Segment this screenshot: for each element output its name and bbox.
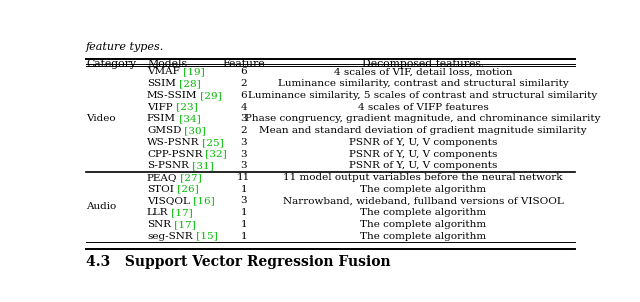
Text: PEAQ: PEAQ <box>147 173 177 182</box>
Text: feature types.: feature types. <box>86 42 164 52</box>
Text: PSNR of Y, U, V components: PSNR of Y, U, V components <box>349 161 497 170</box>
Text: Luminance similarity, contrast and structural similarity: Luminance similarity, contrast and struc… <box>278 79 568 88</box>
Text: VIFP: VIFP <box>147 103 173 111</box>
Text: The complete algorithm: The complete algorithm <box>360 185 486 194</box>
Text: FSIM: FSIM <box>147 114 176 123</box>
Text: Phase congruency, gradient magnitude, and chrominance similarity: Phase congruency, gradient magnitude, an… <box>245 114 601 123</box>
Text: 11 model output variables before the neural network: 11 model output variables before the neu… <box>284 173 563 182</box>
Text: Video: Video <box>86 114 116 123</box>
Text: Models: Models <box>147 59 187 69</box>
Text: Audio: Audio <box>86 202 116 211</box>
Text: 3: 3 <box>241 161 247 170</box>
Text: [17]: [17] <box>168 208 193 217</box>
Text: 4.3   Support Vector Regression Fusion: 4.3 Support Vector Regression Fusion <box>86 255 390 269</box>
Text: 3: 3 <box>241 114 247 123</box>
Text: 6: 6 <box>241 67 247 76</box>
Text: The complete algorithm: The complete algorithm <box>360 208 486 217</box>
Text: The complete algorithm: The complete algorithm <box>360 232 486 241</box>
Text: VISQOL: VISQOL <box>147 197 190 205</box>
Text: seg-SNR: seg-SNR <box>147 232 193 241</box>
Text: [29]: [29] <box>198 91 222 100</box>
Text: The complete algorithm: The complete algorithm <box>360 220 486 229</box>
Text: [25]: [25] <box>200 138 224 147</box>
Text: [26]: [26] <box>174 185 198 194</box>
Text: MS-SSIM: MS-SSIM <box>147 91 198 100</box>
Text: [27]: [27] <box>177 173 202 182</box>
Text: 6: 6 <box>241 91 247 100</box>
Text: 4: 4 <box>241 103 247 111</box>
Text: [19]: [19] <box>180 67 204 76</box>
Text: S-PSNR: S-PSNR <box>147 161 189 170</box>
Text: Category: Category <box>86 59 136 69</box>
Text: [32]: [32] <box>202 149 227 159</box>
Text: 3: 3 <box>241 138 247 147</box>
Text: 3: 3 <box>241 149 247 159</box>
Text: 1: 1 <box>241 232 247 241</box>
Text: PSNR of Y, U, V components: PSNR of Y, U, V components <box>349 138 497 147</box>
Text: 11: 11 <box>237 173 250 182</box>
Text: [17]: [17] <box>171 220 196 229</box>
Text: 1: 1 <box>241 185 247 194</box>
Text: [34]: [34] <box>176 114 201 123</box>
Text: Narrowband, wideband, fullband versions of VISOOL: Narrowband, wideband, fullband versions … <box>283 197 563 205</box>
Text: CPP-PSNR: CPP-PSNR <box>147 149 202 159</box>
Text: [30]: [30] <box>181 126 206 135</box>
Text: GMSD: GMSD <box>147 126 181 135</box>
Text: 2: 2 <box>241 126 247 135</box>
Text: LLR: LLR <box>147 208 168 217</box>
Text: 4 scales of VIFP features: 4 scales of VIFP features <box>358 103 488 111</box>
Text: [23]: [23] <box>173 103 197 111</box>
Text: WS-PSNR: WS-PSNR <box>147 138 200 147</box>
Text: Feature: Feature <box>222 59 265 69</box>
Text: Decomposed features.: Decomposed features. <box>362 59 484 69</box>
Text: 1: 1 <box>241 220 247 229</box>
Text: 3: 3 <box>241 197 247 205</box>
Text: SSIM: SSIM <box>147 79 176 88</box>
Text: STOI: STOI <box>147 185 174 194</box>
Text: SNR: SNR <box>147 220 171 229</box>
Text: Luminance similarity, 5 scales of contrast and structural similarity: Luminance similarity, 5 scales of contra… <box>248 91 598 100</box>
Text: 2: 2 <box>241 79 247 88</box>
Text: [16]: [16] <box>190 197 214 205</box>
Text: [15]: [15] <box>193 232 218 241</box>
Text: Mean and standard deviation of gradient magnitude similarity: Mean and standard deviation of gradient … <box>259 126 587 135</box>
Text: PSNR of Y, U, V components: PSNR of Y, U, V components <box>349 149 497 159</box>
Text: 1: 1 <box>241 208 247 217</box>
Text: 4 scales of VIF, detail loss, motion: 4 scales of VIF, detail loss, motion <box>333 67 512 76</box>
Text: VMAF: VMAF <box>147 67 180 76</box>
Text: [28]: [28] <box>176 79 200 88</box>
Text: [31]: [31] <box>189 161 214 170</box>
